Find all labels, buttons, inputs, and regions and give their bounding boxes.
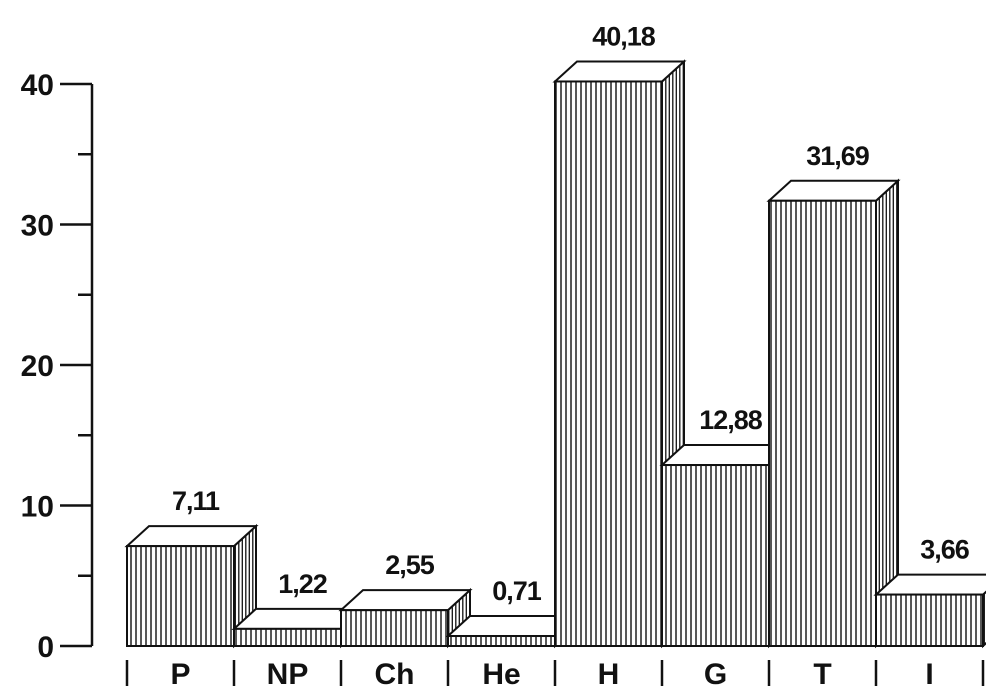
data-label-ch: 2,55 [385, 550, 435, 580]
category-label-i: I [925, 658, 933, 688]
category-label-np: NP [267, 658, 309, 688]
data-label-np: 1,22 [278, 569, 327, 599]
y-tick-label: 20 [21, 350, 54, 383]
bar-front-face [126, 545, 235, 647]
data-label-g: 12,88 [699, 405, 763, 435]
bar-top-face [338, 589, 473, 612]
x-axis: P NP Ch He H G T I [125, 658, 985, 688]
bar-front-face [875, 593, 984, 648]
bar-i [873, 573, 986, 649]
data-label-p: 7,11 [172, 486, 220, 516]
bar-p [124, 523, 259, 649]
bar-front-face [447, 635, 556, 647]
y-tick-label: 0 [37, 631, 54, 664]
bar-top-face [124, 525, 259, 548]
y-tick-label: 10 [21, 491, 54, 524]
bar-t [766, 178, 901, 649]
bar-top-face [766, 179, 901, 202]
data-label-i: 3,66 [920, 535, 970, 565]
bar-side-face [875, 178, 899, 649]
bar-top-face [552, 60, 687, 83]
category-label-p: P [170, 658, 190, 688]
category-label-h: H [598, 658, 620, 688]
bar-front-face [554, 80, 663, 647]
bar-front-face [768, 199, 877, 647]
bar-front-face [233, 627, 342, 648]
y-tick-label: 30 [21, 210, 54, 243]
bars: 7,11 1,22 2,55 0,71 40,18 12,88 31,69 3,66 [124, 21, 986, 649]
category-label-t: T [813, 658, 831, 688]
data-label-t: 31,69 [806, 141, 870, 171]
category-label-g: G [704, 658, 727, 688]
data-label-h: 40,18 [592, 21, 656, 51]
category-label-he: He [482, 658, 520, 688]
y-axis: 0 10 20 30 40 [21, 69, 94, 664]
category-label-ch: Ch [375, 658, 415, 688]
data-label-he: 0,71 [492, 576, 542, 606]
bar-front-face [661, 464, 770, 648]
y-tick-label: 40 [21, 69, 54, 102]
bar-front-face [340, 609, 449, 647]
